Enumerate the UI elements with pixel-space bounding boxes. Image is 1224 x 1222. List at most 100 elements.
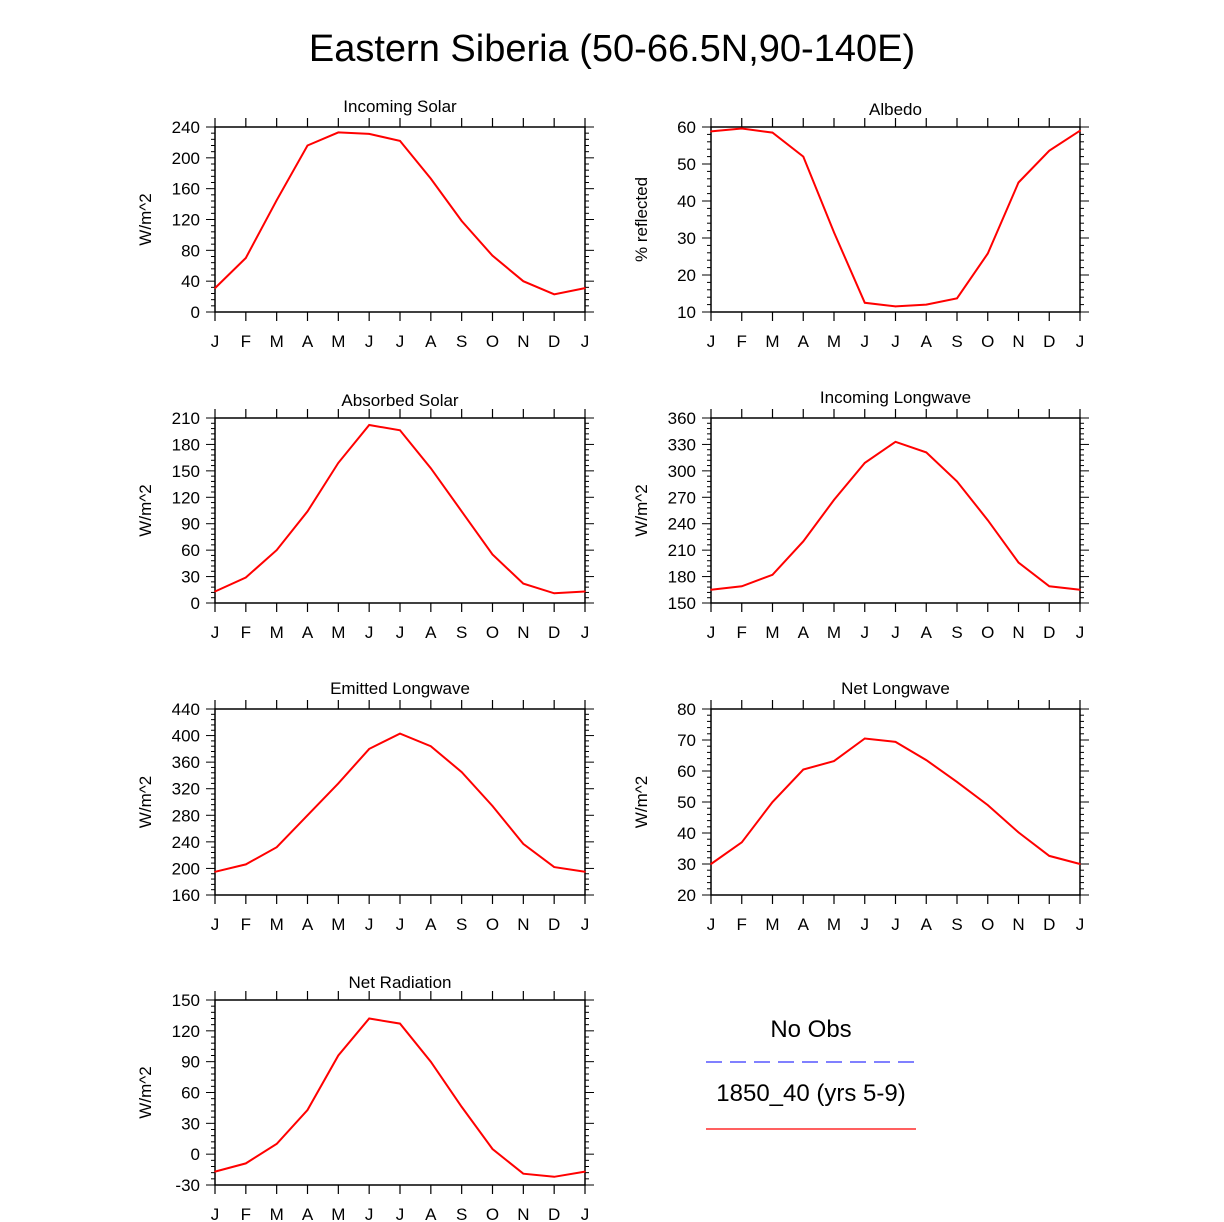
data-point — [306, 1109, 309, 1111]
y-axis-label: W/m^2 — [136, 1066, 155, 1118]
data-point — [491, 553, 494, 556]
data-point — [430, 177, 432, 180]
y-tick-label: 160 — [172, 180, 200, 199]
data-point — [710, 863, 712, 865]
data-point — [553, 293, 555, 296]
series-line-1 — [710, 127, 1081, 308]
data-point — [986, 804, 989, 806]
legend-obs-line — [706, 1061, 916, 1063]
y-tick-label: 50 — [677, 155, 696, 174]
y-tick-label: 320 — [172, 780, 200, 799]
y-tick-label: 60 — [181, 541, 200, 560]
data-point — [522, 843, 525, 845]
y-tick-label: 280 — [172, 806, 200, 825]
y-tick-label: 90 — [181, 515, 200, 534]
data-point — [460, 510, 463, 513]
y-tick-label: 400 — [172, 727, 200, 746]
data-point — [245, 257, 247, 259]
x-tick-label: A — [425, 915, 437, 934]
data-point — [956, 480, 958, 483]
x-tick-label: M — [827, 332, 841, 351]
y-tick-label: 330 — [668, 435, 696, 454]
page-title: Eastern Siberia (50-66.5N,90-140E) — [308, 28, 916, 70]
data-point — [245, 576, 247, 579]
x-tick-label: J — [1076, 915, 1085, 934]
y-tick-label: 40 — [181, 272, 200, 291]
x-tick-label: D — [548, 915, 560, 934]
x-tick-label: J — [581, 623, 590, 642]
y-axis-label: W/m^2 — [632, 484, 651, 536]
x-tick-label: J — [396, 332, 405, 351]
y-axis-label: W/m^2 — [136, 776, 155, 828]
x-tick-label: J — [211, 1205, 220, 1222]
data-point — [214, 870, 216, 873]
series-line-1 — [710, 440, 1081, 591]
y-tick-label: 30 — [181, 1114, 200, 1133]
x-tick-label: M — [270, 623, 284, 642]
y-tick-label: 30 — [677, 229, 696, 248]
data-point — [584, 1170, 586, 1173]
data-point — [740, 841, 743, 844]
data-point — [214, 287, 216, 289]
data-point — [430, 467, 432, 470]
data-point — [863, 737, 866, 740]
y-tick-label: -30 — [175, 1176, 200, 1195]
data-point — [584, 870, 586, 873]
panel-title: Albedo — [869, 100, 922, 119]
x-tick-label: A — [425, 623, 437, 642]
y-axis-label: W/m^2 — [632, 776, 651, 828]
data-point — [771, 574, 774, 576]
x-tick-label: J — [891, 915, 900, 934]
x-tick-label: M — [765, 623, 779, 642]
data-point — [1079, 863, 1081, 865]
x-tick-label: N — [1012, 623, 1024, 642]
x-tick-label: S — [456, 915, 467, 934]
x-tick-label: S — [456, 332, 467, 351]
panel-title: Incoming Solar — [343, 97, 457, 116]
plot-frame — [710, 417, 1081, 604]
x-tick-label: D — [1043, 915, 1055, 934]
x-tick-label: J — [396, 623, 405, 642]
legend-model-line — [706, 1128, 916, 1130]
y-tick-label: 200 — [172, 859, 200, 878]
data-point — [368, 748, 370, 750]
x-tick-label: N — [1012, 915, 1024, 934]
data-point — [833, 760, 835, 762]
data-point — [710, 588, 712, 591]
data-point — [802, 155, 805, 158]
x-tick-label: A — [798, 623, 810, 642]
data-point — [894, 440, 897, 443]
data-point — [771, 131, 774, 134]
data-point — [1017, 561, 1020, 564]
x-tick-label: J — [396, 1205, 405, 1222]
data-point — [430, 745, 432, 747]
y-tick-label: 80 — [181, 241, 200, 260]
x-tick-label: J — [1076, 332, 1085, 351]
x-tick-label: S — [456, 623, 467, 642]
data-point — [986, 252, 989, 255]
y-tick-label: 60 — [181, 1084, 200, 1103]
x-tick-label: A — [302, 332, 314, 351]
legend-model-label: 1850_40 (yrs 5-9) — [716, 1080, 906, 1107]
x-tick-label: M — [270, 1205, 284, 1222]
x-tick-label: D — [548, 332, 560, 351]
x-tick-label: S — [951, 332, 962, 351]
panel-title: Emitted Longwave — [330, 679, 470, 698]
x-tick-label: J — [707, 623, 716, 642]
x-tick-label: S — [456, 1205, 467, 1222]
data-point — [522, 280, 525, 282]
x-tick-label: J — [707, 915, 716, 934]
x-tick-label: M — [331, 1205, 345, 1222]
x-tick-label: F — [241, 1205, 251, 1222]
x-tick-label: A — [921, 623, 933, 642]
x-tick-label: A — [302, 623, 314, 642]
x-tick-label: M — [270, 332, 284, 351]
data-point — [771, 801, 774, 803]
y-tick-label: 30 — [181, 568, 200, 587]
x-tick-label: J — [365, 1205, 374, 1222]
chart-panel-5: Emitted Longwave W/m^2 160 200 240 280 320 360 4… — [136, 679, 594, 934]
x-tick-label: J — [861, 332, 870, 351]
panel-title: Incoming Longwave — [820, 388, 971, 407]
data-point — [553, 866, 555, 868]
x-tick-label: N — [517, 1205, 529, 1222]
